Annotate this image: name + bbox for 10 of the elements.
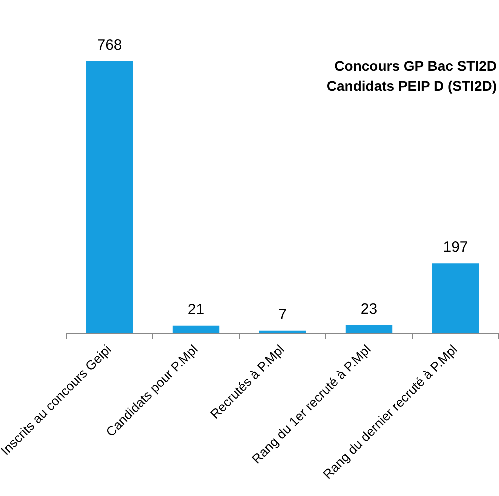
- bar: [432, 264, 480, 334]
- bar: [86, 61, 134, 334]
- bar: [172, 326, 220, 334]
- data-label: 197: [443, 239, 468, 256]
- text: Concours GP Bac STI2D Candidats PEIP D (STI2D): [326, 58, 497, 94]
- data-label: 21: [188, 302, 205, 319]
- data-label: 23: [360, 300, 378, 318]
- data-label: 768: [97, 36, 122, 54]
- data-label: 7: [278, 306, 287, 324]
- bar: [346, 325, 393, 334]
